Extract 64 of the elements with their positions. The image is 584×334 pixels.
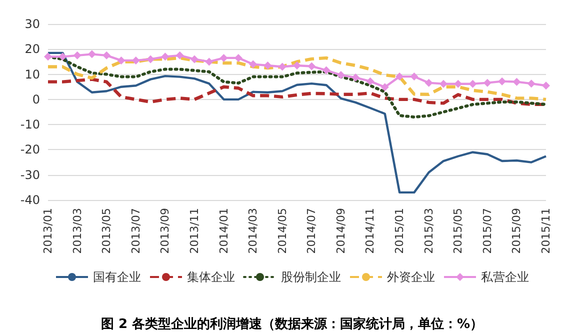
legend-label: 国有企业 <box>93 270 141 284</box>
point <box>308 62 316 70</box>
point <box>542 82 550 90</box>
point <box>161 52 170 61</box>
y-tick-label: 0 <box>32 92 40 106</box>
point <box>468 80 477 88</box>
point <box>146 55 155 64</box>
point <box>73 51 82 60</box>
caption: 图 2 各类型企业的利润增速（数据来源：国家统计局，单位：%） <box>100 316 484 332</box>
x-tick-label: 2014/07 <box>305 208 318 254</box>
x-tick-label: 2015/09 <box>510 208 524 254</box>
x-tick-label: 2013/03 <box>70 208 84 254</box>
x-tick-label: 2014/01 <box>217 208 230 254</box>
point <box>483 78 492 87</box>
x-tick-label: 2014/11 <box>364 208 377 254</box>
point <box>264 61 272 70</box>
y-tick-label: 20 <box>24 42 40 56</box>
point <box>352 74 360 82</box>
point <box>190 55 198 64</box>
legend-label: 集体企业 <box>187 270 235 284</box>
point <box>380 83 389 92</box>
point <box>293 61 301 70</box>
y-tick-label: -40 <box>20 193 40 207</box>
point <box>322 66 330 74</box>
legend-label: 股份制企业 <box>281 270 341 284</box>
point <box>58 52 67 61</box>
y-tick-label: -30 <box>20 168 40 182</box>
point <box>102 51 111 60</box>
point <box>439 80 448 88</box>
point <box>498 77 506 86</box>
x-tick-label: 2014/03 <box>246 208 260 254</box>
x-tick-label: 2015/11 <box>540 208 552 254</box>
point <box>424 78 433 87</box>
point <box>278 62 286 71</box>
point <box>454 80 462 88</box>
x-tick-label: 2015/01 <box>393 208 406 254</box>
point <box>176 51 184 60</box>
point <box>117 56 126 64</box>
y-tick-label: 30 <box>24 17 40 31</box>
point <box>249 60 258 68</box>
point <box>336 71 345 80</box>
legend-label: 外资企业 <box>387 270 435 284</box>
x-tick-label: 2014/05 <box>276 208 289 254</box>
y-tick-label: 10 <box>24 67 40 82</box>
x-tick-label: 2013/05 <box>100 208 114 254</box>
x-tick-label: 2015/05 <box>452 208 465 254</box>
x-tick-label: 2015/03 <box>422 208 436 254</box>
point <box>527 80 536 88</box>
x-tick-label: 2013/07 <box>129 208 142 254</box>
y-tick-label: -10 <box>20 118 40 132</box>
x-tick-label: 2015/07 <box>480 208 494 254</box>
point <box>410 72 418 81</box>
point <box>512 78 521 86</box>
point <box>205 58 214 66</box>
x-tick-label: 2013/01 <box>42 208 54 254</box>
point <box>366 77 374 86</box>
x-tick-label: 2013/09 <box>158 208 172 254</box>
x-tick-label: 2014/09 <box>334 208 348 254</box>
point <box>44 52 52 61</box>
x-tick-label: 2013/11 <box>188 208 201 254</box>
point <box>88 50 96 58</box>
y-tick-label: -20 <box>20 142 40 157</box>
point <box>220 54 228 62</box>
legend-label: 私营企业 <box>481 270 529 284</box>
